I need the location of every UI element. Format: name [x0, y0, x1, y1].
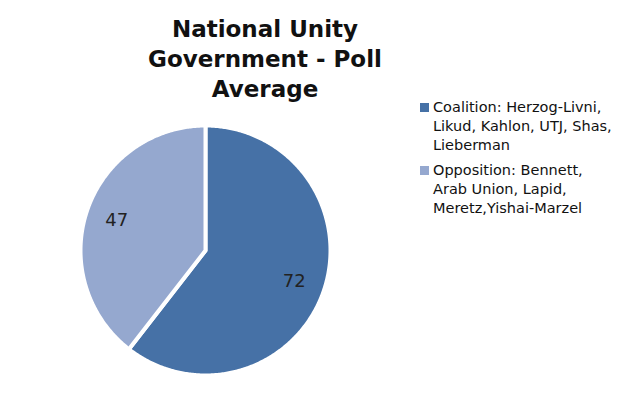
html-text:National Unity Government - Po: National Unity Government - Poll Average	[148, 16, 382, 102]
svg-text:72: 72	[283, 270, 306, 291]
html-text:Coalition: Herzog-Livni, Likud: Coalition: Herzog-Livni, Likud, Kahlon, …	[433, 99, 612, 153]
svg-text:47: 47	[105, 209, 128, 230]
html-text:Opposition: Bennett, Arab Unio: Opposition: Bennett, Arab Union, Lapid, …	[433, 162, 583, 216]
